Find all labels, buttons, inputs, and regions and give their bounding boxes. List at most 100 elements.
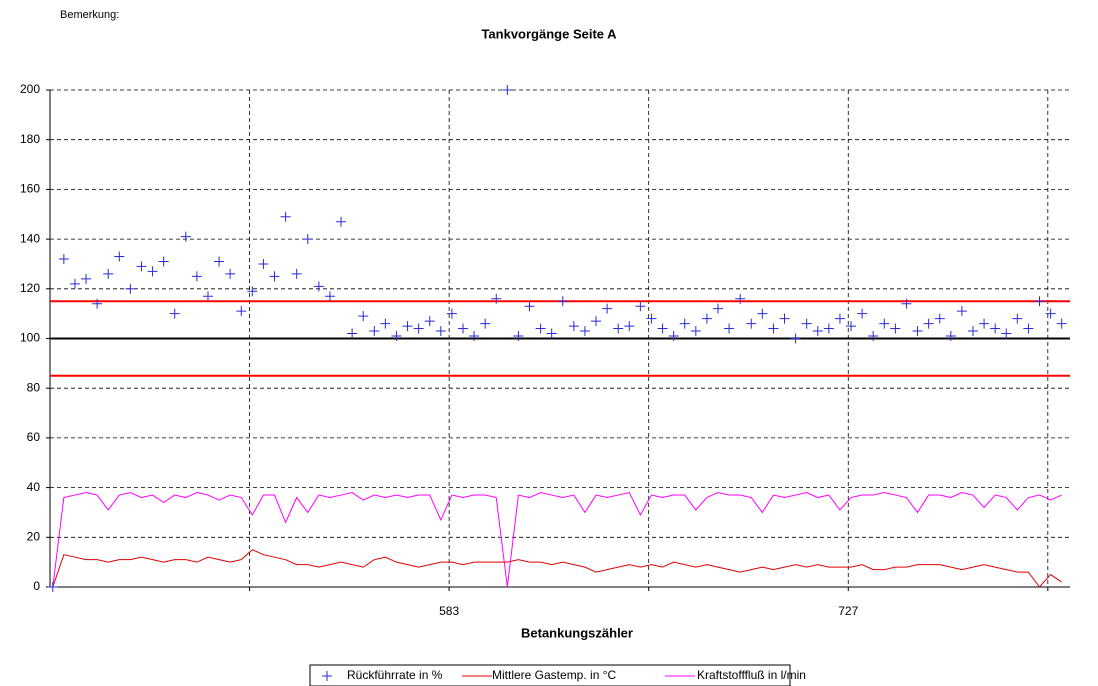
point [857,308,868,319]
point [147,266,158,277]
point [746,318,757,329]
remark: Bemerkung: [60,9,119,21]
point [912,326,923,337]
point [1045,308,1056,319]
point [568,321,579,332]
point [358,311,369,322]
point [413,323,424,334]
point [214,256,225,267]
point [724,323,735,334]
point [956,306,967,317]
point [136,261,147,272]
point [602,303,613,314]
point [635,301,646,312]
y-tick-label: 100 [20,331,40,345]
point [391,331,402,342]
point [834,313,845,324]
point [945,331,956,342]
point [801,318,812,329]
point [757,308,768,319]
point [690,326,701,337]
point [402,321,413,332]
point [901,298,912,309]
point [591,316,602,327]
point [69,278,80,289]
x-tick-label: 727 [838,604,858,618]
point [236,306,247,317]
point [125,283,136,294]
point [524,301,535,312]
y-tick-label: 80 [27,380,41,394]
point [823,323,834,334]
point [446,308,457,319]
point [280,211,291,222]
point [613,323,624,334]
y-tick-label: 180 [20,132,40,146]
point [369,326,380,337]
point [1012,313,1023,324]
point [324,291,335,302]
point [735,293,746,304]
y-tick-label: 160 [20,182,40,196]
x-axis-label: Betankungszähler [521,625,633,640]
point [979,318,990,329]
legend-label: Kraftstofffluß in l/min [697,668,806,682]
y-tick-label: 20 [27,529,41,543]
chart-title: Tankvorgänge Seite A [481,26,617,41]
point [868,331,879,342]
point [546,328,557,339]
point [480,318,491,329]
point [535,323,546,334]
point [712,303,723,314]
legend-label: Mittlere Gastemp. in °C [492,668,617,682]
point [202,291,213,302]
point [491,293,502,304]
point [302,234,313,245]
point [336,216,347,227]
point [169,308,180,319]
point [679,318,690,329]
point [313,281,324,292]
point [890,323,901,334]
point [1023,323,1034,334]
point [435,326,446,337]
y-tick-label: 120 [20,281,40,295]
point [879,318,890,329]
point [457,323,468,334]
point [81,273,92,284]
point [923,318,934,329]
line [52,549,1062,588]
point [502,85,513,95]
point [990,323,1001,334]
point [579,326,590,337]
point [103,268,114,279]
point [1001,328,1012,339]
point [657,323,668,334]
point [180,231,191,242]
point [191,271,202,282]
point [846,321,857,332]
point [469,331,480,342]
point [291,268,302,279]
point [58,253,69,264]
y-tick-label: 140 [20,231,40,245]
point [225,268,236,279]
point [1034,296,1045,307]
point [47,582,58,592]
point [790,333,801,344]
legend-box [309,664,791,686]
legend-label: Rückführrate in % [347,668,443,682]
y-tick-label: 40 [27,480,41,494]
point [779,313,790,324]
point [967,326,978,337]
point [247,286,258,297]
point [701,313,712,324]
point [646,313,657,324]
point [424,316,435,327]
point [258,258,269,269]
point [668,331,679,342]
point [158,256,169,267]
y-tick-label: 200 [20,82,40,96]
point [380,318,391,329]
